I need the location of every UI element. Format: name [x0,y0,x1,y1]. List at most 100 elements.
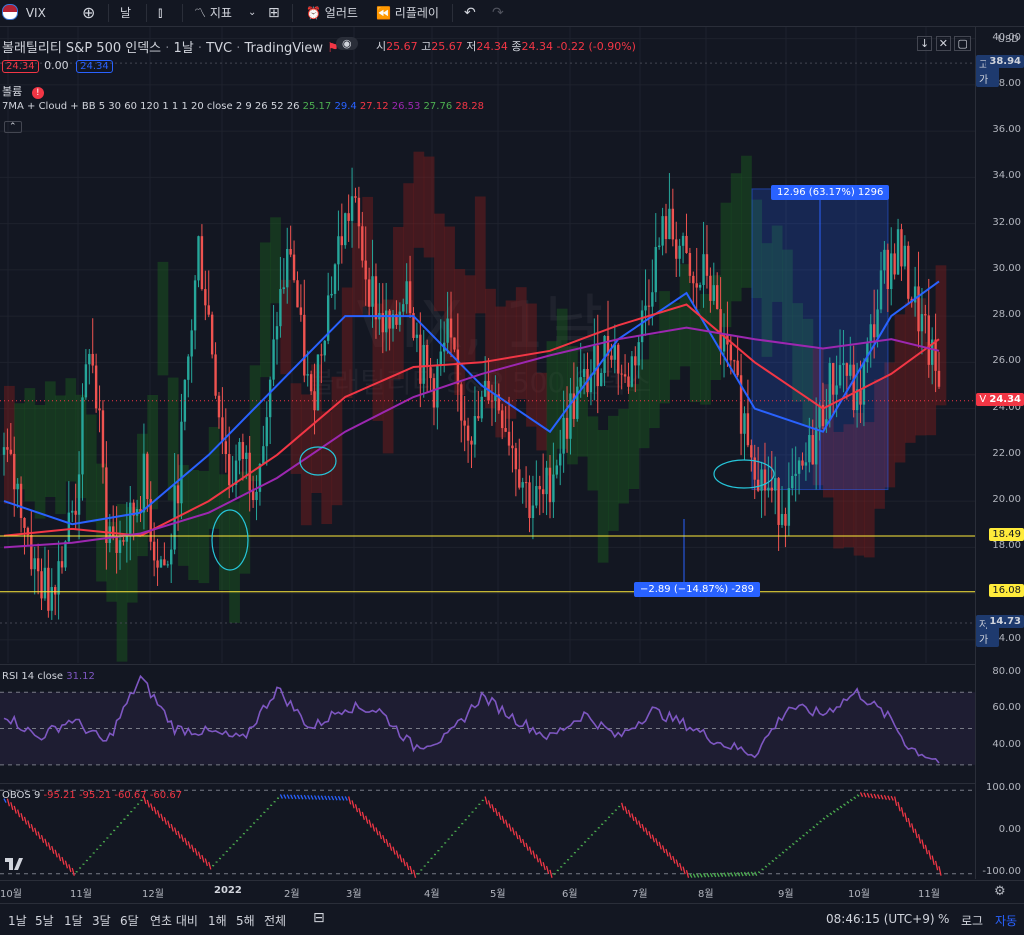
layout-grid-icon[interactable]: ⊞ [268,5,280,21]
replay-button[interactable]: ⏪ 리플레이 [376,0,439,26]
obos-bar [846,801,850,804]
rsi-chart[interactable] [0,665,975,783]
range-button[interactable]: 연초 대비 [150,914,198,928]
obos-bar [829,812,833,816]
rsi-legend[interactable]: RSI 14 close 31.12 [2,671,95,682]
obos-bar [484,796,488,805]
auto-toggle[interactable]: 자동 [995,914,1018,928]
add-symbol-icon[interactable]: ⊕ [82,3,96,22]
price-chart[interactable]: VIX, 1날 볼래틸리티 S&P 500 인덱스 [0,27,975,663]
warning-icon[interactable]: ! [31,87,44,99]
candle-body [190,330,193,357]
obos-bar [661,845,666,854]
price-axis-label: 30.00 [992,263,1021,274]
candle-body [98,408,101,411]
bid-value: 24.34 [2,60,39,73]
undo-icon[interactable]: ↶ [464,5,476,21]
range-button[interactable]: 5날 [35,914,54,928]
bottom-toolbar: 1날 5날 1달 3달 6달 연초 대비 1해 5해 전체 ⊟ 08:46:15 (UTC+9)… [0,903,1024,935]
measure-up-label[interactable]: 12.96 (63.17%) 1296 [771,185,890,200]
main-chart-pane[interactable]: VIX, 1날 볼래틸리티 S&P 500 인덱스 볼래틸리티 S&P 500 … [0,27,975,663]
cloud-segment [884,362,896,488]
indicators-button[interactable]: 〽 지표 [194,0,232,26]
range-button[interactable]: 6달 [120,914,139,928]
candle-style-icon[interactable]: ⫾ [158,5,163,21]
ma-legend-value: 27.12 [356,101,389,112]
obos-bar [47,842,51,851]
obos-bar [37,831,41,840]
obos-pane[interactable]: OBOS 9 -95.21 -95.21 -60.67 -60.67 [0,783,975,880]
obos-bar [518,834,522,844]
candle-body [623,374,627,377]
time-axis[interactable]: 10월 11월 12월 2022 2월 3월 4월 5월 6월 7월 8월 9월 10월 11월 ⚙ [0,880,1024,903]
collapse-legend-button[interactable]: ⌃ [4,119,22,133]
low-label: 저 [466,40,477,53]
symbol-source: TradingView [244,41,324,56]
obos-bar [392,846,396,855]
symbol-label: VIX [25,6,46,20]
time-axis-label: 9월 [778,889,794,900]
symbol-search-button[interactable]: VIX [2,0,46,26]
obos-legend[interactable]: OBOS 9 -95.21 -95.21 -60.67 -60.67 [2,790,182,801]
obos-bar [20,813,24,822]
candle-body [743,413,746,434]
price-axis-label: 34.00 [992,170,1021,181]
ma-legend[interactable]: 7MA + Cloud + BB 5 30 60 120 1 1 1 20 cl… [2,101,484,112]
cloud-segment [669,302,681,380]
range-button[interactable]: 1날 [8,914,27,928]
candle-body [105,467,108,543]
candle-body [872,324,876,338]
redo-icon[interactable]: ↷ [492,5,504,21]
alert-button[interactable]: ⏰ 얼러트 [306,0,358,26]
obos-bar [781,851,785,854]
measure-down-label[interactable]: −2.89 (−14.87%) -289 [634,582,761,597]
range-button[interactable]: 3달 [92,914,111,928]
settings-gear-icon[interactable]: ⚙ [994,884,1006,899]
candle-body [876,309,879,338]
cloud-segment [587,416,599,491]
obos-bar [354,804,359,813]
candle-body [692,275,695,284]
obos-bar [34,827,38,836]
percent-toggle[interactable]: % [938,912,950,926]
candle-body [791,475,794,489]
high-value-tag: 38.94 [986,55,1024,68]
ichimoku-cloud [4,151,947,662]
cloud-segment [106,521,118,602]
clock[interactable]: 08:46:15 (UTC+9) [826,912,935,926]
rsi-pane[interactable]: RSI 14 close 31.12 [0,664,975,783]
cloud-segment [311,364,322,494]
close-icon[interactable]: ✕ [935,36,951,51]
maximize-icon[interactable]: ▢ [954,36,971,51]
candle-body [367,279,371,307]
cloud-segment [300,394,312,526]
candle-body [559,453,562,466]
tradingview-logo-icon[interactable] [4,856,26,872]
candle-body [412,313,415,338]
range-button[interactable]: 1해 [208,914,227,928]
chevron-down-icon[interactable]: ⌄ [248,7,257,18]
range-button[interactable]: 1달 [64,914,83,928]
volume-legend[interactable]: 볼륨 ! [2,83,44,99]
highlight-ellipse [211,509,249,571]
candle-body [88,353,91,365]
candle-body [535,486,538,506]
obos-bar [382,834,386,844]
symbol-legend[interactable]: 볼래틸리티 S&P 500 인덱스 · 1날 · TVC · TradingVi… [2,41,339,56]
obos-bar [279,794,283,799]
range-button[interactable]: 전체 [264,914,287,928]
candle-body [907,245,910,299]
currency-label[interactable]: USD [997,34,1019,45]
range-button[interactable]: 5해 [236,914,255,928]
price-scale[interactable]: USD 40.00 38.00 36.00 34.00 32.00 30.00 28.00 2… [975,27,1024,879]
move-down-icon[interactable]: ↓ [917,36,933,51]
candle-body [896,229,900,275]
interval-button[interactable]: 날 [120,6,132,20]
eye-toggle[interactable]: ◉ [336,37,358,50]
candle-body [913,286,917,303]
flag-icon[interactable]: ⚑ [327,41,339,56]
date-range-icon[interactable]: ⊟ [313,910,325,926]
obos-chart[interactable] [0,784,975,880]
obos-bar [361,811,365,820]
log-toggle[interactable]: 로그 [961,914,984,928]
